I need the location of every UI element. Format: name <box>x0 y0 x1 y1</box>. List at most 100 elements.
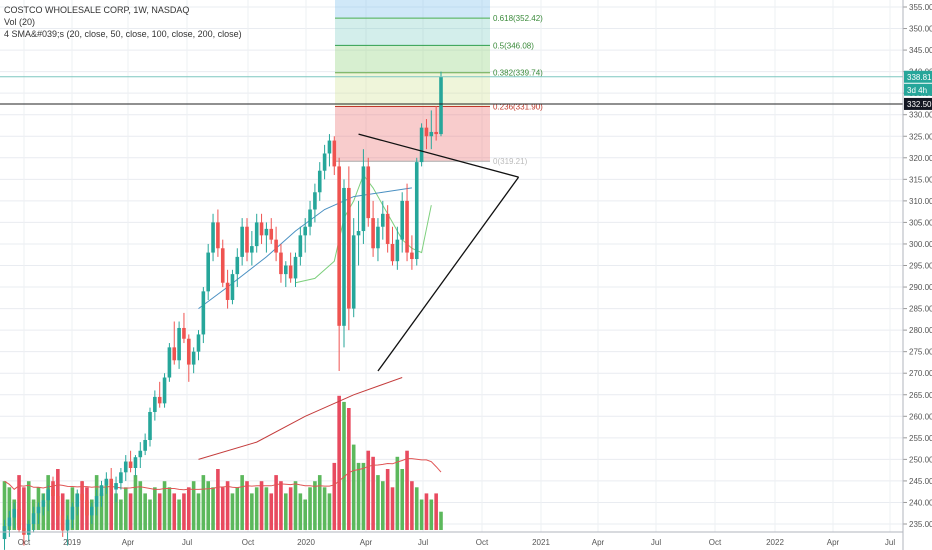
candle-body <box>157 396 162 404</box>
volume-bar <box>361 462 366 530</box>
candle-body <box>332 140 337 167</box>
legend-sma: 4 SMA&#039;s (20, close, 50, close, 100,… <box>4 29 242 39</box>
volume-bar <box>385 469 390 530</box>
candle-body <box>429 131 434 137</box>
x-tick-label: Jul <box>885 538 895 547</box>
fib-retracement[interactable]: 0.618(352.42) 0.5(346.08) 0.382(339.74) 0.2… <box>335 0 543 166</box>
y-tick-label: 350.00 <box>909 25 932 34</box>
volume-bar <box>133 475 138 530</box>
fib-level-label: 0.618(352.42) <box>493 14 543 23</box>
volume-bar <box>167 487 172 530</box>
y-tick-label: 240.00 <box>909 498 932 507</box>
candle-body <box>187 338 191 365</box>
volume-bar <box>177 499 181 530</box>
volume-bar <box>26 481 31 530</box>
volume-bar <box>162 481 167 530</box>
candle-body <box>99 485 104 496</box>
last-price-label-bg <box>904 70 932 83</box>
legend-volume: Vol (20) <box>4 17 36 27</box>
candle-body <box>153 396 157 412</box>
volume-bar <box>123 487 128 530</box>
volume-bar <box>157 493 162 530</box>
volume-bar <box>332 462 337 530</box>
candle-body <box>104 478 109 486</box>
x-tick-label: Apr <box>827 538 840 547</box>
candle-body <box>196 334 201 352</box>
y-tick-label: 280.00 <box>909 326 932 335</box>
volume-bar <box>279 481 283 530</box>
x-tick-label: 2021 <box>532 538 550 547</box>
volume-bar <box>220 487 225 530</box>
volume-bar <box>245 481 249 530</box>
volume-bar <box>269 493 274 530</box>
x-tick-label: Jul <box>651 538 661 547</box>
candle-body <box>167 347 172 378</box>
y-tick-label: 325.00 <box>909 132 932 141</box>
y-tick-label: 245.00 <box>909 477 932 486</box>
price-axis[interactable]: 235.00 240.00 245.00 250.00 255.00 260.00 265.… <box>902 0 932 550</box>
volume-bar <box>293 481 298 530</box>
volume-bar <box>351 444 356 530</box>
volume-bar <box>298 493 303 530</box>
candle-body <box>182 327 186 339</box>
candle-body <box>12 508 16 518</box>
volume-bar <box>322 487 327 530</box>
candle-body <box>385 213 390 244</box>
candle-body <box>274 239 278 253</box>
y-tick-label: 295.00 <box>909 262 932 271</box>
volume-bar <box>51 481 55 530</box>
volume-bar <box>313 481 317 530</box>
volume-bar <box>99 493 104 530</box>
volume-bar <box>138 481 143 530</box>
y-tick-label: 265.00 <box>909 391 932 400</box>
candle-body <box>351 235 356 309</box>
candle-body <box>123 461 128 473</box>
fib-level-label: 0.382(339.74) <box>493 69 543 78</box>
volume-bar <box>7 487 12 530</box>
volume-bar <box>410 481 414 530</box>
candle-body <box>177 327 181 361</box>
volume-bar <box>371 456 375 530</box>
fib-level-label: 0(319.21) <box>493 157 528 166</box>
candle-body <box>2 526 7 540</box>
volume-bar <box>429 499 434 530</box>
x-tick-label: Oct <box>476 538 489 547</box>
volume-bar <box>381 481 385 530</box>
volume-bar <box>225 481 230 530</box>
candle-body <box>342 187 346 326</box>
candle-body <box>245 226 249 253</box>
y-tick-label: 275.00 <box>909 348 932 357</box>
volume-bar <box>414 487 419 530</box>
x-tick-label: Jul <box>182 538 192 547</box>
candle-body <box>419 127 424 163</box>
volume-bar <box>259 481 264 530</box>
volume-bar <box>308 487 312 530</box>
x-tick-label: Oct <box>709 538 722 547</box>
volume-bar <box>230 493 235 530</box>
volume-bar <box>317 475 322 530</box>
y-tick-label: 315.00 <box>909 175 932 184</box>
candle-body <box>225 282 230 300</box>
candle-body <box>414 162 419 260</box>
candle-body <box>119 472 123 484</box>
candle-body <box>254 222 259 247</box>
candle-body <box>250 246 254 253</box>
candle-body <box>240 226 244 257</box>
triangle-drawing[interactable] <box>358 133 520 372</box>
time-axis[interactable]: Oct 2019 Apr Jul Oct 2020 Apr Jul Oct 2021 Apr Jul O… <box>0 531 903 547</box>
legend-title: COSTCO WHOLESALE CORP, 1W, NASDAQ <box>4 5 190 15</box>
candle-body <box>284 265 288 275</box>
candle-body <box>356 231 361 236</box>
candle-body <box>206 252 210 292</box>
volume-bar <box>114 493 118 530</box>
volume-bar <box>240 475 244 530</box>
volume-bar <box>390 487 395 530</box>
y-tick-label: 310.00 <box>909 197 932 206</box>
volume-bar <box>187 487 191 530</box>
sma-line <box>198 377 403 460</box>
candle-body <box>298 235 303 257</box>
y-tick-label: 290.00 <box>909 283 932 292</box>
volume-bar <box>2 481 7 530</box>
x-tick-label: Oct <box>18 538 31 547</box>
